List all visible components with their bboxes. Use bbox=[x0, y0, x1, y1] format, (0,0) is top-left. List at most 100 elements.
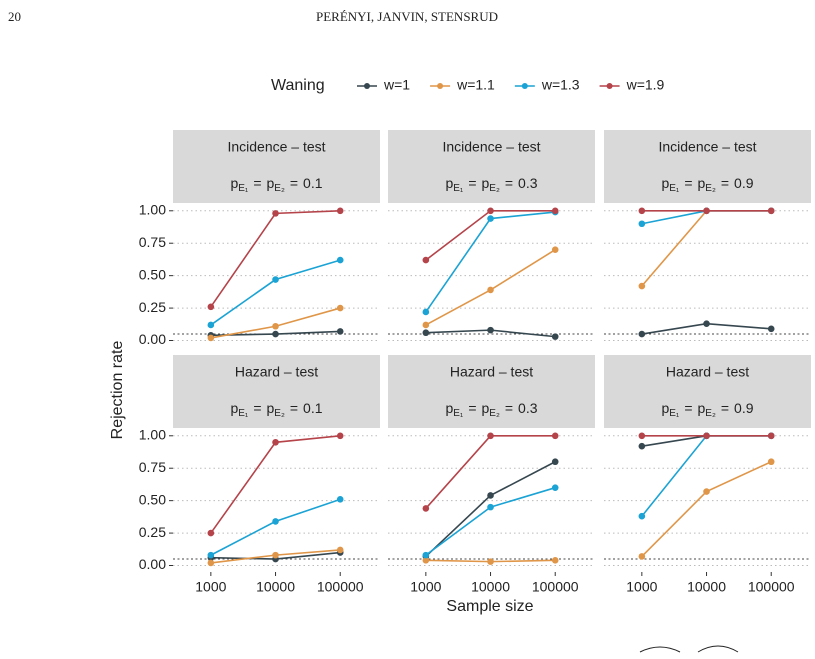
data-point bbox=[703, 488, 710, 495]
condition-part: 0.1 bbox=[303, 400, 323, 416]
condition-part: p bbox=[230, 400, 238, 416]
facet-title: Hazard – test bbox=[235, 364, 318, 380]
condition-part: E₁ bbox=[453, 408, 464, 419]
x-tick-label: 1000 bbox=[626, 579, 657, 595]
facet-strip bbox=[173, 130, 380, 203]
data-point bbox=[551, 432, 559, 440]
data-point bbox=[336, 546, 344, 554]
data-point bbox=[638, 220, 646, 228]
legend-title: Waning bbox=[271, 77, 325, 94]
condition-part: = bbox=[468, 175, 476, 191]
data-point bbox=[703, 207, 710, 215]
condition-part: = bbox=[468, 400, 476, 416]
data-point bbox=[767, 207, 775, 215]
facet-strip bbox=[173, 355, 380, 428]
data-point bbox=[272, 518, 279, 525]
facet-condition: pE₁ = pE₂ = 0.9 bbox=[661, 400, 753, 419]
facet-title: Incidence – test bbox=[442, 139, 540, 155]
condition-part: = bbox=[253, 400, 261, 416]
data-point bbox=[336, 304, 344, 312]
legend-marker bbox=[437, 83, 444, 89]
condition-part: E₂ bbox=[705, 408, 716, 419]
condition-part: = bbox=[721, 175, 729, 191]
data-point bbox=[336, 256, 344, 264]
condition-part: = bbox=[684, 400, 692, 416]
y-tick-label: 0.25 bbox=[139, 524, 166, 540]
y-tick-label: 1.00 bbox=[139, 426, 166, 442]
data-point bbox=[272, 551, 279, 559]
data-point bbox=[422, 505, 430, 512]
condition-part: = bbox=[290, 400, 298, 416]
data-point bbox=[336, 207, 344, 215]
condition-part: E₁ bbox=[238, 183, 249, 194]
data-point bbox=[487, 207, 494, 215]
legend-marker bbox=[521, 83, 528, 89]
data-point bbox=[638, 207, 646, 215]
facet-strip bbox=[604, 355, 811, 428]
facet-title: Hazard – test bbox=[666, 364, 749, 380]
data-point bbox=[703, 432, 710, 440]
data-point bbox=[207, 529, 215, 537]
data-point bbox=[422, 557, 430, 564]
x-tick-label: 10000 bbox=[687, 579, 726, 595]
data-point bbox=[551, 207, 559, 215]
condition-part: p bbox=[482, 175, 490, 191]
data-point bbox=[336, 328, 344, 335]
condition-part: = bbox=[684, 175, 692, 191]
legend-label: w=1.3 bbox=[541, 77, 580, 93]
condition-part: E₁ bbox=[453, 183, 464, 194]
condition-part: p bbox=[267, 400, 275, 416]
condition-part: p bbox=[698, 175, 706, 191]
facet-title: Hazard – test bbox=[450, 364, 533, 380]
y-tick-label: 0.75 bbox=[139, 459, 166, 475]
data-point bbox=[767, 458, 775, 466]
x-tick-label: 100000 bbox=[748, 579, 795, 595]
x-tick-label: 100000 bbox=[532, 579, 579, 595]
condition-part: E₂ bbox=[489, 183, 500, 194]
y-tick-label: 1.00 bbox=[139, 201, 166, 217]
facet-title: Incidence – test bbox=[227, 139, 325, 155]
data-point bbox=[422, 329, 430, 337]
condition-part: p bbox=[230, 175, 238, 191]
data-point bbox=[336, 496, 344, 503]
running-head: PERÉNYI, JANVIN, STENSRUD bbox=[316, 9, 498, 24]
condition-part: p bbox=[267, 175, 275, 191]
data-point bbox=[767, 432, 775, 440]
x-tick-label: 1000 bbox=[195, 579, 226, 595]
data-point bbox=[272, 210, 279, 217]
condition-part: = bbox=[253, 175, 261, 191]
data-point bbox=[272, 276, 279, 283]
data-point bbox=[551, 484, 559, 491]
condition-part: p bbox=[445, 400, 453, 416]
data-point bbox=[422, 256, 430, 264]
facet-strip bbox=[388, 355, 595, 428]
data-point bbox=[551, 557, 559, 564]
x-tick-label: 100000 bbox=[317, 579, 364, 595]
condition-part: 0.9 bbox=[734, 175, 754, 191]
data-point bbox=[703, 320, 710, 327]
condition-part: = bbox=[721, 400, 729, 416]
y-tick-label: 0.50 bbox=[139, 491, 166, 507]
data-point bbox=[551, 246, 559, 254]
data-point bbox=[487, 503, 494, 511]
facet-strip bbox=[604, 130, 811, 203]
data-point bbox=[336, 432, 344, 440]
legend-marker bbox=[364, 83, 370, 89]
condition-part: p bbox=[661, 400, 669, 416]
condition-part: p bbox=[445, 175, 453, 191]
condition-part: E₂ bbox=[705, 183, 716, 194]
data-point bbox=[551, 333, 559, 340]
data-point bbox=[207, 303, 215, 311]
y-axis-label: Rejection rate bbox=[109, 341, 126, 440]
y-tick-label: 0.00 bbox=[139, 331, 166, 347]
data-point bbox=[638, 512, 646, 520]
data-point bbox=[767, 325, 775, 333]
data-point bbox=[551, 458, 559, 466]
y-tick-label: 0.50 bbox=[139, 266, 166, 282]
condition-part: E₁ bbox=[669, 183, 680, 194]
data-point bbox=[487, 432, 494, 440]
facet-condition: pE₁ = pE₂ = 0.3 bbox=[445, 400, 537, 419]
legend-marker bbox=[606, 83, 613, 89]
y-tick-label: 0.25 bbox=[139, 299, 166, 315]
